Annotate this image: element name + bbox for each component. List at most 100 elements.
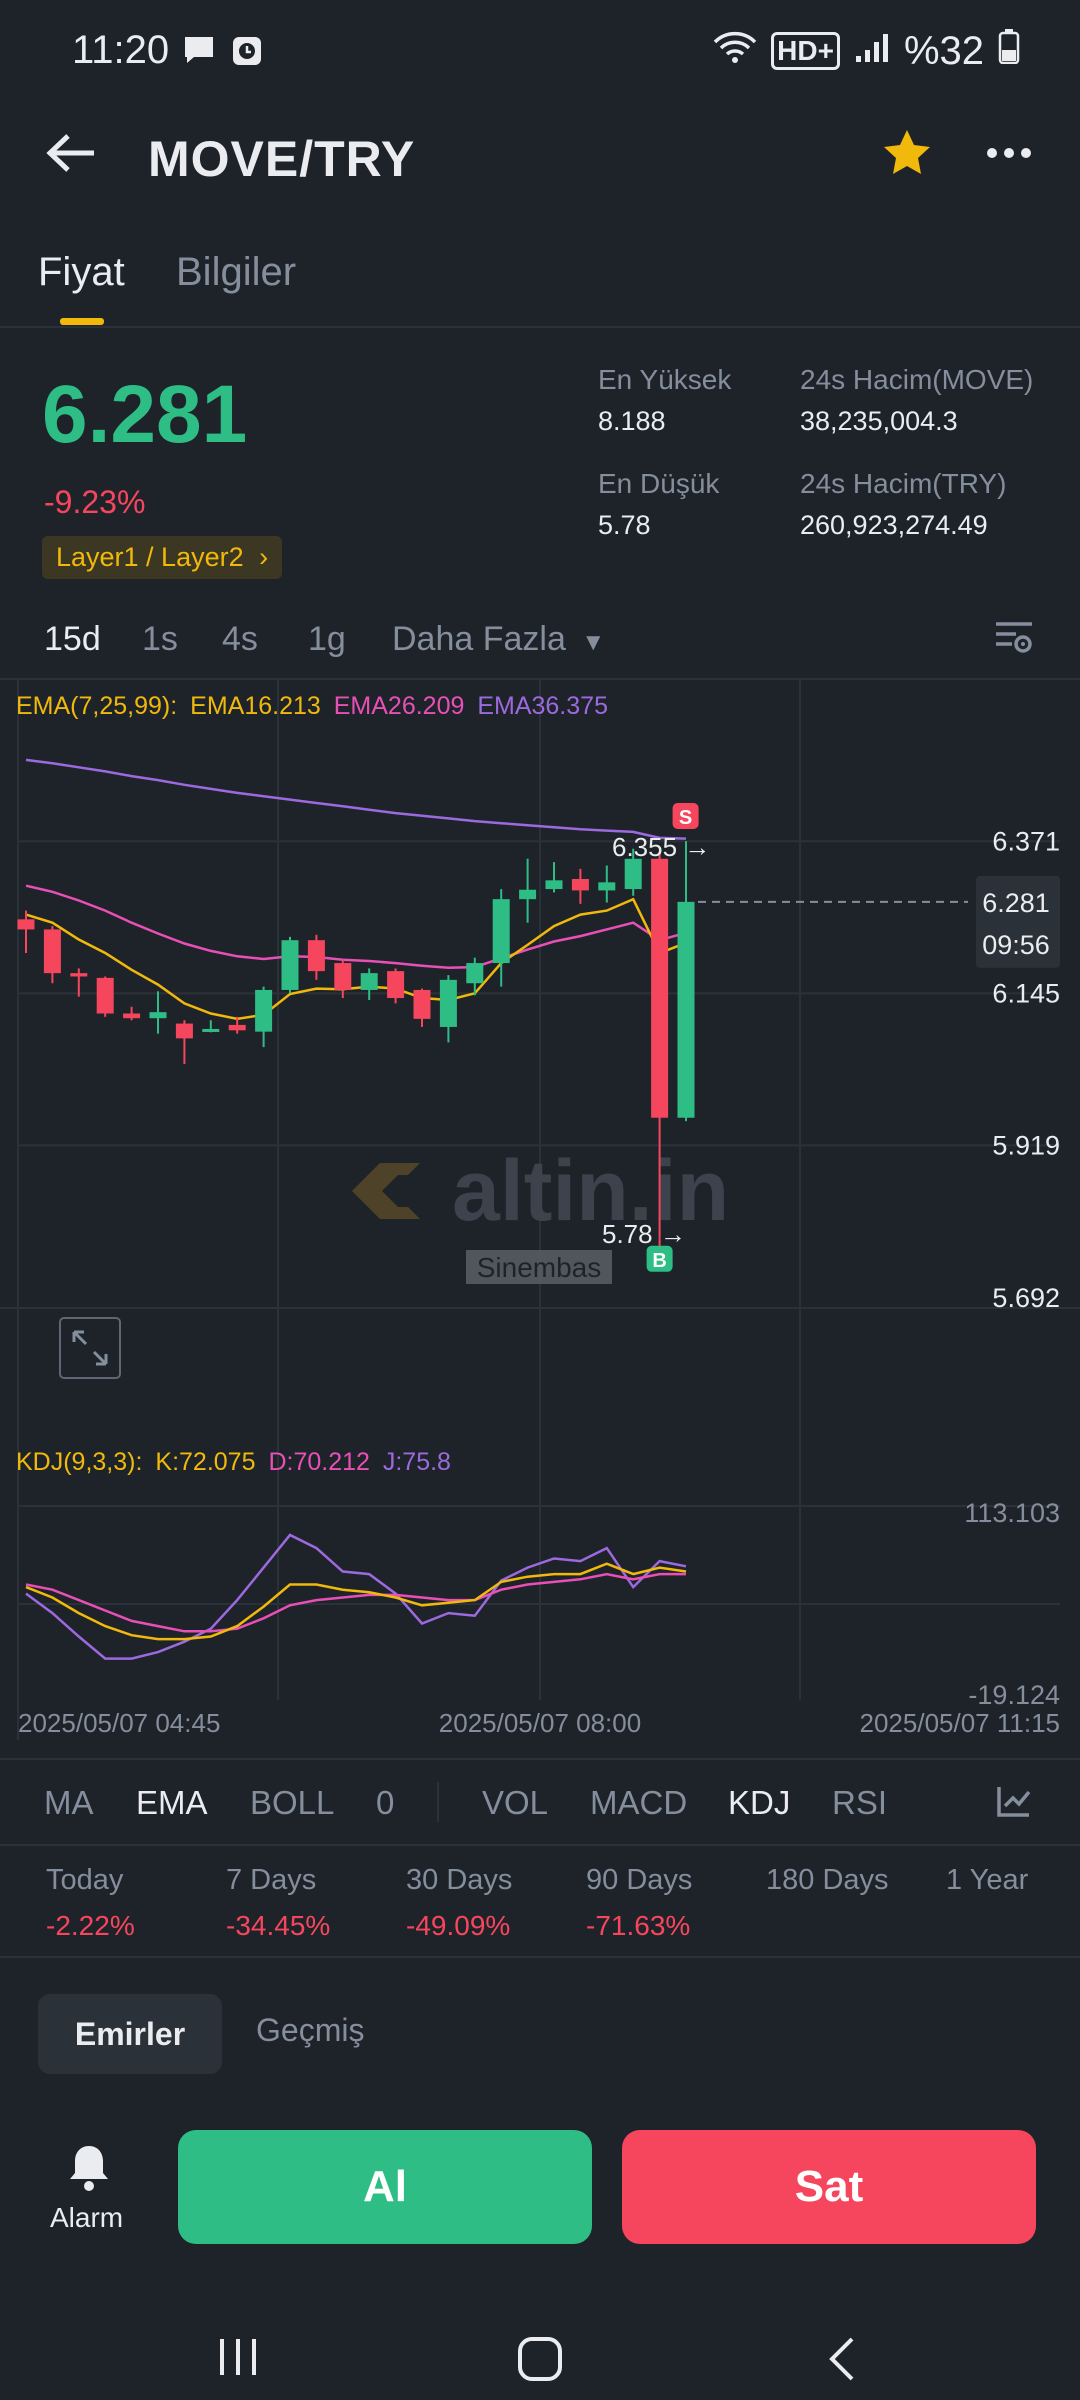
candle-body [175, 1023, 193, 1039]
candle-body [255, 989, 273, 1032]
indicator-sar[interactable]: 0 [376, 1784, 395, 1821]
wifi-icon [713, 29, 757, 74]
indicator-ema[interactable]: EMA [136, 1784, 208, 1821]
interval-15d[interactable]: 15d [44, 620, 101, 658]
y-tick-label: 5.692 [992, 1283, 1060, 1313]
candle-body [96, 977, 114, 1014]
alarm-label[interactable]: Alarm [50, 2202, 124, 2233]
x-tick-label: 2025/05/07 11:15 [860, 1708, 1060, 1738]
ema-legend-99: EMA36.375 [477, 692, 608, 720]
indicator-macd[interactable]: MACD [590, 1784, 688, 1821]
interval-4s[interactable]: 4s [222, 620, 258, 658]
indicator-settings-icon[interactable] [996, 1784, 1032, 1823]
kdj_d-line [25, 1572, 686, 1633]
divider [0, 1758, 1080, 1760]
candle-body [43, 929, 61, 974]
volume-base-label: 24s Hacim(MOVE) [800, 364, 1034, 395]
tab-fiyat[interactable]: Fiyat [38, 250, 125, 294]
kdj_k-line [25, 1562, 687, 1641]
candle-body [149, 1012, 167, 1019]
indicator-kdj[interactable]: KDJ [728, 1784, 791, 1821]
tab-orders[interactable]: Emirler [38, 1994, 222, 2074]
recent-apps-icon[interactable] [216, 2335, 260, 2384]
battery-icon [998, 28, 1020, 74]
divider [0, 326, 1080, 328]
kdj-legend-prefix: KDJ(9,3,3): [16, 1448, 142, 1476]
performance-label: 7 Days [226, 1864, 317, 1896]
interval-1g[interactable]: 1g [308, 620, 346, 658]
sell-marker [672, 802, 699, 829]
candle-body [123, 1013, 141, 1019]
page-title: MOVE/TRY [148, 131, 416, 187]
price-chart[interactable]: EMA(7,25,99): EMA16.213 EMA26.209 EMA36.… [0, 680, 1080, 1740]
tab-history[interactable]: Geçmiş [256, 2012, 365, 2048]
y-tick-label: 6.371 [992, 826, 1060, 856]
chevron-right-icon: › [259, 542, 269, 572]
watermark-user: Sinembas [477, 1252, 602, 1283]
x-tick-label: 2025/05/07 08:00 [439, 1708, 641, 1738]
more-options-icon[interactable] [986, 146, 1032, 165]
home-icon[interactable] [516, 2335, 564, 2388]
low-marker-label: 5.78 → [602, 1219, 686, 1249]
sell-marker-label: S [679, 807, 692, 829]
tab-orders-label: Emirler [74, 2015, 186, 2052]
candle-body [307, 940, 325, 972]
message-icon [182, 34, 216, 71]
clock-app-icon [232, 36, 262, 71]
ema99-line [25, 758, 687, 840]
ema25-line [25, 884, 687, 970]
candle-body [439, 979, 457, 1027]
buy-marker [646, 1245, 673, 1272]
buy-button[interactable]: Al [178, 2130, 592, 2244]
watermark-logo-icon [352, 1163, 420, 1219]
candle-body [413, 989, 431, 1019]
system-nav-bar [0, 2295, 1080, 2400]
favorite-star-icon[interactable] [882, 128, 932, 181]
ema-legend-25: EMA26.209 [334, 692, 465, 720]
back-arrow-icon[interactable] [46, 132, 98, 179]
ema7-line [25, 897, 687, 1021]
candle-body [228, 1024, 246, 1031]
status-bar: 11:20 HD+ %32 [0, 0, 1080, 110]
battery-text: %32 [903, 28, 984, 73]
low-label: En Düşük [598, 468, 720, 499]
divider [0, 678, 1080, 680]
indicator-ma[interactable]: MA [44, 1784, 94, 1821]
divider [437, 1782, 439, 1822]
bell-icon[interactable] [66, 2142, 112, 2197]
expand-chart-icon[interactable] [59, 1317, 121, 1379]
buy-label: Al [363, 2162, 407, 2211]
ema-legend-prefix: EMA(7,25,99): [16, 692, 177, 720]
sell-button[interactable]: Sat [622, 2130, 1036, 2244]
candle-body [624, 858, 642, 890]
performance-value: -71.63% [586, 1910, 691, 1941]
interval-more[interactable]: Daha Fazla ▼ [392, 620, 605, 659]
interval-1s[interactable]: 1s [142, 620, 178, 658]
candle-body [334, 963, 352, 990]
kdj-min-label: -19.124 [968, 1680, 1060, 1710]
kdj-max-label: 113.103 [964, 1498, 1060, 1528]
candle-body [202, 1028, 220, 1032]
signal-icon [854, 29, 890, 74]
status-time: 11:20 [72, 28, 170, 72]
candle-body [598, 882, 616, 891]
chart-settings-icon[interactable] [994, 620, 1034, 661]
tab-bilgiler[interactable]: Bilgiler [176, 250, 297, 294]
indicator-boll[interactable]: BOLL [250, 1784, 335, 1821]
category-tag[interactable]: Layer1 / Layer2 › [42, 536, 283, 579]
kdj-panel: 113.103 -19.124 [18, 1498, 1060, 1710]
chart-grid [0, 680, 1080, 1740]
low-value: 5.78 [598, 510, 651, 540]
candle-body [519, 889, 537, 900]
indicator-rsi[interactable]: RSI [832, 1784, 888, 1821]
countdown-label: 09:56 [982, 930, 1050, 960]
hd-voice-icon: HD+ [771, 32, 840, 70]
status-indicators: HD+ %32 [713, 28, 1020, 74]
x-axis: 2025/05/07 04:45 2025/05/07 08:00 2025/05/… [18, 1708, 1060, 1738]
candle-body [466, 963, 484, 984]
category-tag-label: Layer1 / Layer2 [56, 542, 244, 572]
nav-back-icon[interactable] [826, 2335, 858, 2388]
candle-body [571, 878, 589, 891]
indicator-vol[interactable]: VOL [482, 1784, 549, 1821]
candle-body [651, 858, 669, 1118]
